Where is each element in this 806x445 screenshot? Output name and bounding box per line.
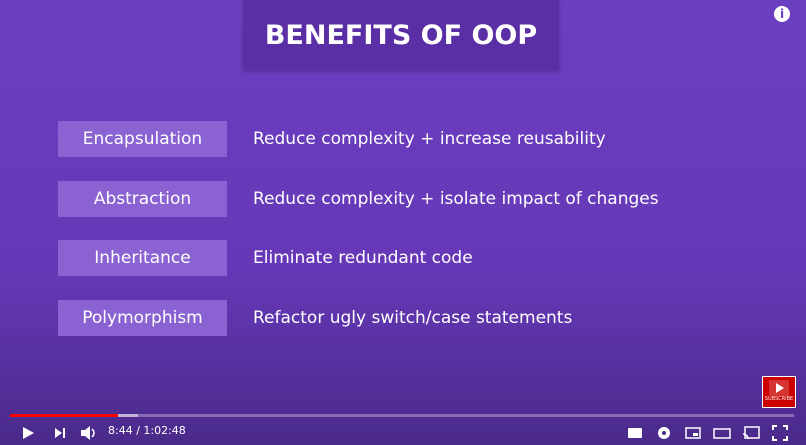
miniplayer-button[interactable] [685, 425, 701, 441]
play-button[interactable] [20, 425, 36, 441]
benefit-row: Encapsulation Reduce complexity + increas… [58, 121, 606, 157]
volume-button[interactable] [80, 425, 98, 441]
benefit-row: Polymorphism Refactor ugly switch/case st… [58, 299, 573, 336]
cast-button[interactable] [742, 425, 760, 441]
next-button[interactable] [52, 425, 68, 441]
benefit-term: Abstraction [58, 180, 227, 217]
benefit-description: Reduce complexity + isolate impact of ch… [253, 188, 659, 209]
settings-button[interactable] [656, 425, 672, 441]
theater-button[interactable] [713, 425, 731, 441]
benefit-description: Reduce complexity + increase reusability [253, 129, 606, 149]
benefit-term: Inheritance [58, 240, 227, 276]
captions-button[interactable] [627, 425, 643, 441]
benefit-row: Inheritance Eliminate redundant code [58, 240, 473, 276]
benefit-term: Polymorphism [58, 299, 227, 336]
benefit-description: Refactor ugly switch/case statements [253, 307, 573, 328]
subscribe-icon [769, 380, 789, 396]
slide-title: BENEFITS OF OOP [243, 0, 559, 70]
fullscreen-button[interactable] [772, 425, 788, 441]
benefit-description: Eliminate redundant code [253, 248, 473, 268]
benefit-row: Abstraction Reduce complexity + isolate i… [58, 180, 659, 217]
benefit-term: Encapsulation [58, 121, 227, 157]
info-button[interactable]: i [774, 6, 790, 22]
played [10, 414, 118, 417]
subscribe-label: SUBSCRIBE [764, 396, 794, 402]
time-display: 8:44 / 1:02:48 [108, 424, 186, 437]
progress-bar[interactable] [10, 414, 794, 417]
buffered [118, 414, 138, 417]
subscribe-button[interactable]: SUBSCRIBE [762, 376, 796, 408]
